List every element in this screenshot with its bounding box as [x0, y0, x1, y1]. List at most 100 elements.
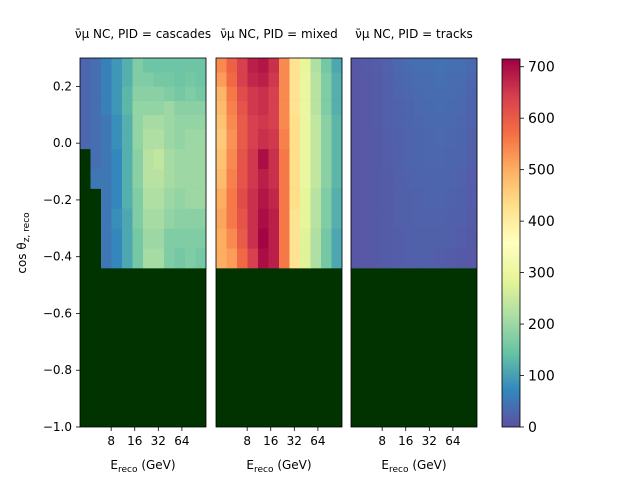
- heatmap-cell: [122, 100, 133, 116]
- heatmap-cell: [101, 188, 112, 209]
- heatmap-cell: [331, 148, 343, 169]
- heatmap-cell: [466, 228, 478, 249]
- heatmap-cell: [351, 86, 362, 101]
- heatmap-cell: [195, 72, 207, 87]
- heatmap-cell: [372, 86, 383, 101]
- heatmap-cell: [393, 128, 404, 150]
- heatmap-cell: [456, 168, 467, 189]
- heatmap-cell: [321, 188, 332, 209]
- heatmap-cell: [132, 248, 144, 269]
- heatmap-cell: [237, 188, 248, 209]
- heatmap-cell: [90, 128, 102, 150]
- heatmap-cell: [403, 248, 415, 269]
- heatmap-cell: [300, 58, 311, 73]
- heatmap-cell: [372, 208, 383, 229]
- panel-frame: [215, 57, 343, 428]
- heatmap-cell: [414, 72, 425, 87]
- heatmap-cell: [101, 208, 112, 229]
- heatmap-cell: [111, 128, 123, 150]
- heatmap-cell: [153, 208, 165, 229]
- heatmap-cell: [174, 114, 186, 130]
- heatmap-cell: [185, 72, 196, 87]
- heatmap-cell: [310, 208, 322, 229]
- heatmap-cell: [403, 128, 415, 150]
- heatmap-cell: [456, 72, 467, 87]
- heatmap-cell: [143, 58, 154, 73]
- heatmap-cell: [300, 100, 311, 116]
- heatmap-cell: [310, 168, 322, 189]
- heatmap-cell: [132, 86, 144, 101]
- heatmap-cell: [382, 208, 394, 229]
- panel-1: 8 16 32 64 Ereco (GeV) ν̄μ NC, PID = cascades…: [43, 27, 211, 475]
- heatmap-cell: [310, 100, 322, 116]
- heatmap-cell: [216, 128, 227, 150]
- heatmap-cell: [237, 228, 248, 249]
- heatmap-cell: [226, 114, 238, 130]
- heatmap-cell: [372, 100, 383, 116]
- heatmap-cell: [268, 168, 280, 189]
- heatmap-cell: [226, 86, 238, 101]
- heatmap-cell: [153, 228, 165, 249]
- heatmap-cell: [174, 86, 186, 101]
- heatmap-cell: [310, 248, 322, 269]
- heatmap-cell: [372, 188, 383, 209]
- heatmap-cell: [361, 100, 373, 116]
- heatmap-cell: [122, 148, 133, 169]
- heatmap-cell: [164, 86, 175, 101]
- heatmap-cell: [153, 72, 165, 87]
- heatmap-cell: [268, 188, 280, 209]
- heatmap-cell: [466, 128, 478, 150]
- y-tick-label: −0.2: [43, 193, 72, 207]
- heatmap-cell: [351, 58, 362, 73]
- heatmap-cell: [456, 248, 467, 269]
- heatmap-cell: [466, 188, 478, 209]
- heatmap-cell: [445, 128, 457, 150]
- heatmap-cell: [279, 148, 290, 169]
- x-tick-label: 16: [398, 434, 413, 448]
- heatmap-cell: [289, 72, 301, 87]
- heatmap-cell: [435, 148, 446, 169]
- heatmap-cell: [424, 208, 436, 229]
- heatmap-cell: [153, 58, 165, 73]
- x-tick-label: 64: [310, 434, 325, 448]
- heatmap-cell: [361, 248, 373, 269]
- heatmap-cell: [80, 86, 91, 101]
- heatmap-cell: [382, 148, 394, 169]
- heatmap-cell: [143, 128, 154, 150]
- colorbar-tick-label: 500: [528, 163, 555, 179]
- heatmap-cell: [289, 100, 301, 116]
- heatmap-cell: [361, 114, 373, 130]
- heatmap-cell: [321, 100, 332, 116]
- heatmap-cell: [382, 72, 394, 87]
- heatmap-cell: [185, 58, 196, 73]
- heatmap-cell: [90, 72, 102, 87]
- heatmap-cell: [132, 128, 144, 150]
- heatmap-cell: [435, 86, 446, 101]
- x-tick-label: 32: [287, 434, 302, 448]
- heatmap-cell: [143, 100, 154, 116]
- heatmap-cell: [247, 228, 259, 249]
- heatmap-cell: [382, 100, 394, 116]
- y-tick-label: −0.4: [43, 250, 72, 264]
- heatmap-cell: [132, 148, 144, 169]
- heatmap-cell: [361, 58, 373, 73]
- heatmap-cell: [393, 148, 404, 169]
- heatmap-cell: [289, 58, 301, 73]
- heatmap-cell: [216, 114, 227, 130]
- heatmap-cell: [195, 188, 207, 209]
- heatmap-cell: [466, 58, 478, 73]
- heatmap-cell: [424, 86, 436, 101]
- heatmap-cell: [122, 248, 133, 269]
- heatmap-cell: [289, 208, 301, 229]
- heatmap-cell: [351, 148, 362, 169]
- colorbar-tick-label: 100: [528, 369, 555, 385]
- heatmap-cell: [101, 148, 112, 169]
- heatmap-cell: [185, 148, 196, 169]
- heatmap-cell: [268, 148, 280, 169]
- heatmap-cell: [361, 72, 373, 87]
- heatmap-cell: [445, 148, 457, 169]
- y-tick-label: 0.2: [53, 79, 72, 93]
- heatmap-cell: [153, 188, 165, 209]
- heatmap-cell: [101, 168, 112, 189]
- heatmap-cell: [382, 114, 394, 130]
